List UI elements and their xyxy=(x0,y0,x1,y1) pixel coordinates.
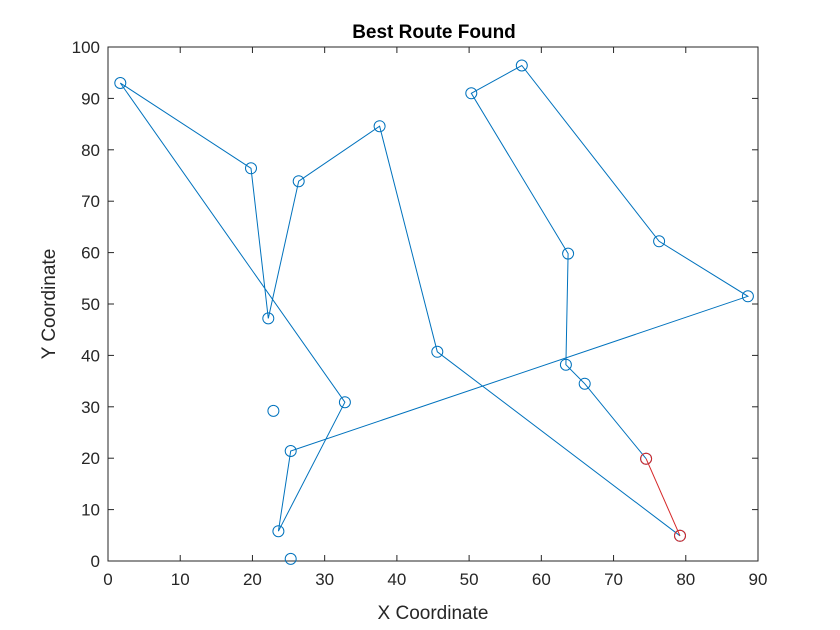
plot-area xyxy=(107,46,759,562)
y-axis: 0 10 20 30 40 50 60 70 80 90 100 xyxy=(72,38,758,571)
city-marker xyxy=(284,445,297,457)
x-tick-label: 90 xyxy=(749,570,768,589)
highlight-city-marker xyxy=(640,452,653,465)
y-tick-label: 90 xyxy=(81,89,100,108)
city-marker xyxy=(559,358,572,371)
x-tick-label: 40 xyxy=(387,570,406,589)
x-tick-label: 20 xyxy=(243,570,262,589)
x-tick-label: 30 xyxy=(315,570,334,589)
city-marker xyxy=(245,162,257,175)
y-tick-label: 60 xyxy=(81,244,100,263)
x-axis-label: X Coordinate xyxy=(378,603,489,624)
city-marker xyxy=(262,312,275,325)
y-tick-label: 70 xyxy=(81,192,100,211)
y-tick-label: 20 xyxy=(81,449,100,468)
city-marker xyxy=(431,345,444,358)
city-marker xyxy=(578,377,591,390)
x-tick-label: 80 xyxy=(676,570,695,589)
highlight-city-marker xyxy=(674,529,686,542)
city-marker xyxy=(267,404,280,417)
x-tick-label: 10 xyxy=(171,570,190,589)
city-marker xyxy=(292,175,305,188)
city-marker xyxy=(515,59,528,72)
city-marker xyxy=(653,235,666,248)
city-marker xyxy=(272,525,285,538)
x-axis: 0 10 20 30 40 50 60 70 80 90 xyxy=(103,47,767,589)
city-marker xyxy=(741,290,754,303)
y-tick-label: 0 xyxy=(91,552,100,571)
city-marker xyxy=(465,87,478,100)
y-tick-label: 50 xyxy=(81,295,100,314)
x-tick-label: 70 xyxy=(604,570,623,589)
y-tick-label: 80 xyxy=(81,141,100,160)
city-marker xyxy=(114,77,127,89)
y-axis-label: Y Coordinate xyxy=(39,249,60,360)
y-tick-label: 30 xyxy=(81,398,100,417)
y-tick-label: 100 xyxy=(72,38,100,57)
city-marker xyxy=(373,120,386,133)
route-markers xyxy=(114,59,754,565)
route-lines xyxy=(119,64,750,537)
x-tick-label: 0 xyxy=(103,570,112,589)
route-path xyxy=(119,64,750,537)
city-marker xyxy=(338,396,351,409)
x-tick-label: 60 xyxy=(532,570,551,589)
city-marker xyxy=(562,247,575,260)
x-tick-label: 50 xyxy=(460,570,479,589)
y-tick-label: 10 xyxy=(81,501,100,520)
y-tick-label: 40 xyxy=(81,346,100,365)
city-marker xyxy=(284,552,297,565)
route-final-leg xyxy=(645,458,681,537)
chart-title: Best Route Found xyxy=(352,22,516,43)
